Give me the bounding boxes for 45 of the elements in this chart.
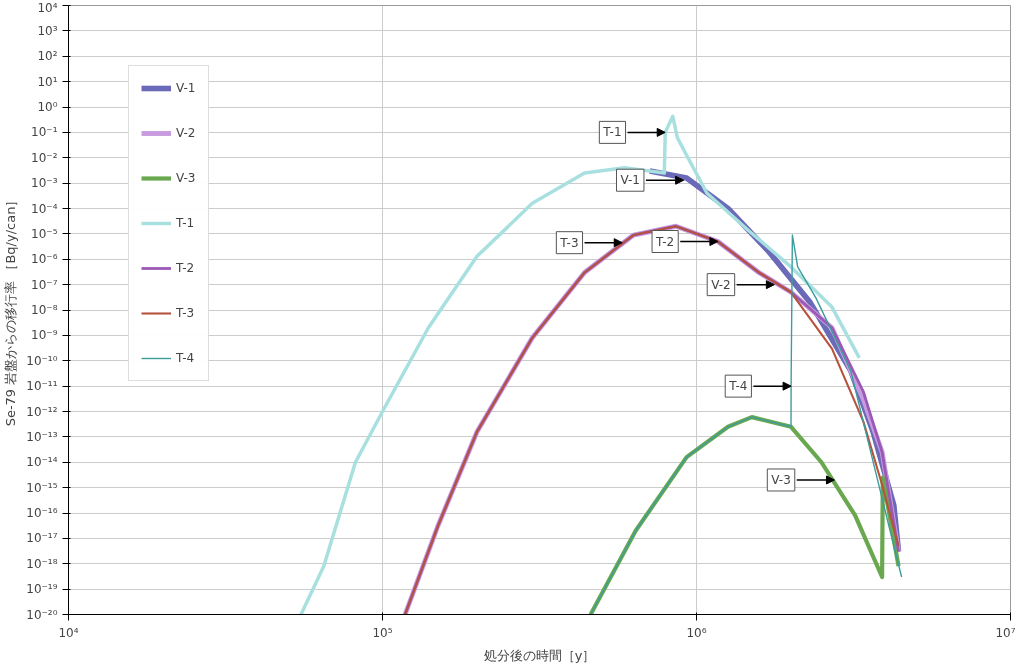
legend-label: T-4 <box>176 351 196 365</box>
y-tick-label: 10⁻¹¹ <box>26 379 58 394</box>
annotation: V-3 <box>771 472 791 487</box>
legend-label: V-3 <box>176 171 196 185</box>
y-tick-label: 10⁰ <box>37 100 58 114</box>
y-tick-label: 10⁻² <box>31 150 58 165</box>
y-tick-label: 10⁻¹⁷ <box>26 531 58 546</box>
y-tick-label: 10⁻¹⁴ <box>26 455 58 470</box>
annotation: T-3 <box>559 235 579 250</box>
legend-label: V-1 <box>176 81 196 95</box>
y-tick-label: 10¹ <box>37 74 58 89</box>
y-tick-label: 10⁻¹² <box>26 404 58 419</box>
y-tick-label: 10³ <box>37 23 58 38</box>
y-axis-title: Se-79 岩盤からの移行率 ［Bq/y/can］ <box>3 193 19 427</box>
y-tick-label: 10⁻¹ <box>31 125 58 140</box>
annotation: T-1 <box>602 125 622 140</box>
y-tick-label: 10⁻⁶ <box>31 252 58 267</box>
x-tick-label: 10⁶ <box>686 625 707 640</box>
y-tick-label: 10⁻¹⁸ <box>26 556 58 571</box>
x-tick-label: 10⁴ <box>58 625 79 640</box>
y-tick-label: 10⁻¹⁹ <box>26 582 58 597</box>
y-tick-label: 10⁻³ <box>31 176 58 191</box>
annotation: V-1 <box>620 173 640 188</box>
y-tick-label: 10⁻¹⁶ <box>26 506 58 520</box>
x-tick-label: 10⁵ <box>372 625 393 640</box>
legend-label: T-2 <box>176 261 196 275</box>
y-tick-label: 10⁻⁹ <box>31 328 58 343</box>
y-tick-label: 10⁻⁸ <box>31 303 58 317</box>
annotation: T-2 <box>655 234 675 249</box>
y-tick-label: 10⁴ <box>37 0 58 15</box>
annotation: V-2 <box>711 277 731 292</box>
y-tick-label: 10⁻⁴ <box>31 201 58 216</box>
x-axis-title: 処分後の時間［y］ <box>483 647 596 663</box>
y-tick-label: 10² <box>37 49 58 64</box>
annotation: T-4 <box>728 379 748 394</box>
y-tick-label: 10⁻¹⁵ <box>26 480 58 495</box>
y-tick-label: 10⁻²⁰ <box>26 607 58 622</box>
x-tick-label: 10⁷ <box>995 625 1016 640</box>
y-tick-label: 10⁻⁷ <box>31 277 58 292</box>
y-tick-label: 10⁻⁵ <box>31 226 58 241</box>
legend-label: T-1 <box>176 216 196 230</box>
legend-label: T-3 <box>176 306 196 320</box>
y-tick-label: 10⁻¹⁰ <box>26 353 58 368</box>
legend-label: V-2 <box>176 126 196 140</box>
y-tick-label: 10⁻¹³ <box>26 429 58 444</box>
